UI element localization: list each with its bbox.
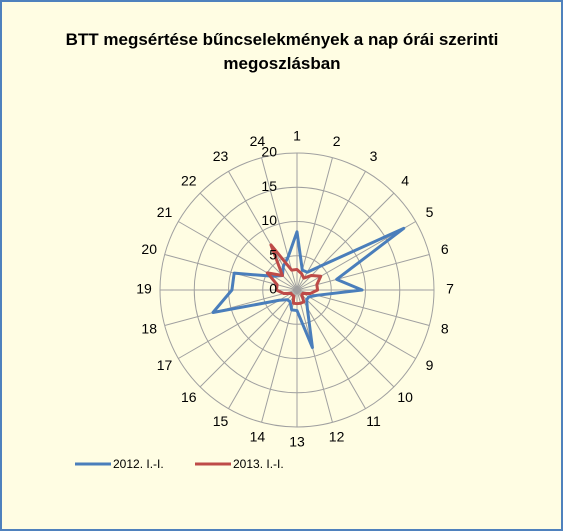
spoke: [296, 289, 333, 423]
r-tick-label: 5: [269, 246, 277, 262]
category-label: 9: [426, 357, 434, 373]
r-tick-label: 15: [261, 178, 277, 194]
category-label: 2: [333, 133, 341, 149]
category-label: 15: [213, 413, 229, 429]
series-line: [211, 226, 406, 350]
category-label: 18: [141, 320, 157, 336]
category-label: 23: [213, 148, 229, 164]
category-label: 24: [250, 133, 266, 149]
chart-title: BTT megsértése bűncselekmények a nap órá…: [65, 30, 499, 73]
category-label: 11: [366, 413, 381, 429]
spoke: [296, 289, 416, 359]
spoke: [178, 221, 298, 291]
spoke: [296, 192, 395, 291]
spoke: [228, 289, 298, 409]
r-tick-label: 20: [261, 144, 277, 160]
category-label: 4: [401, 173, 409, 189]
spoke: [261, 289, 298, 423]
category-label: 22: [181, 173, 197, 189]
category-label: 14: [250, 428, 266, 444]
series-line: [265, 243, 323, 306]
category-label: 21: [157, 204, 173, 220]
legend-label: 2013. I.-I.: [233, 457, 284, 471]
category-label: 7: [446, 281, 454, 297]
category-label: 1: [293, 128, 301, 144]
r-tick-label: 10: [261, 212, 277, 228]
spoke: [199, 289, 298, 388]
category-label: 12: [329, 428, 345, 444]
spoke: [296, 254, 430, 291]
category-label: 17: [157, 357, 173, 373]
category-label: 16: [181, 389, 197, 405]
category-label: 5: [426, 204, 434, 220]
spoke: [296, 289, 395, 388]
category-label: 19: [136, 281, 152, 297]
category-label: 6: [441, 241, 449, 257]
category-label: 3: [370, 148, 378, 164]
category-label: 13: [289, 434, 305, 450]
category-label: 8: [441, 320, 449, 336]
category-label: 10: [397, 389, 413, 405]
r-tick-label: 0: [269, 281, 277, 297]
spoke: [228, 171, 298, 291]
category-label: 20: [141, 241, 157, 257]
legend-label: 2012. I.-I.: [113, 457, 164, 471]
